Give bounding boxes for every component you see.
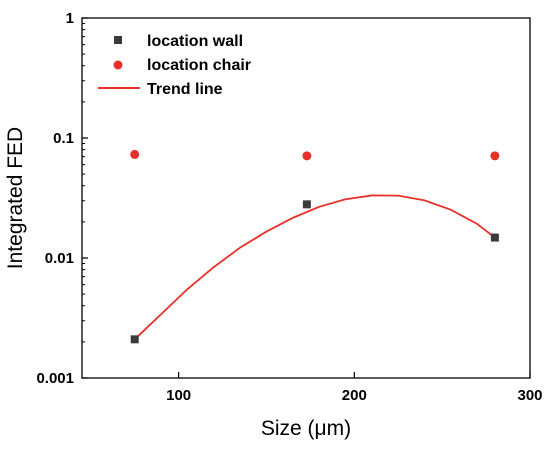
legend-swatch-location-wall	[114, 36, 122, 44]
y-axis-label: Integrated FED	[4, 127, 27, 269]
x-tick-label: 200	[342, 387, 367, 404]
x-tick-label: 100	[166, 387, 191, 404]
location-chair-point	[490, 151, 500, 161]
location-wall-point	[130, 335, 139, 344]
location-wall-point	[490, 233, 499, 242]
x-axis-label: Size (μm)	[261, 417, 351, 440]
legend: location wall location chair Trend line	[98, 33, 251, 98]
y-axis-ticks: 0.001 0.01 0.1 1	[36, 10, 88, 387]
y-tick-label: 0.001	[36, 370, 74, 387]
legend-swatch-location-chair	[113, 60, 123, 70]
y-tick-label: 0.01	[45, 250, 74, 267]
legend-label-trend-line: Trend line	[147, 81, 223, 98]
x-tick-label: 300	[517, 387, 542, 404]
series-layer	[130, 149, 500, 344]
trend-line	[134, 194, 496, 340]
location-chair-point	[130, 149, 140, 159]
y-tick-label: 0.1	[53, 130, 74, 147]
location-wall-point	[302, 200, 311, 209]
legend-label-location-chair: location chair	[147, 57, 251, 74]
y-tick-label: 1	[66, 10, 74, 27]
plot-frame	[81, 17, 531, 379]
x-axis-ticks: 100 200 300	[166, 372, 543, 404]
location-chair-point	[302, 151, 312, 161]
legend-label-location-wall: location wall	[147, 33, 243, 50]
